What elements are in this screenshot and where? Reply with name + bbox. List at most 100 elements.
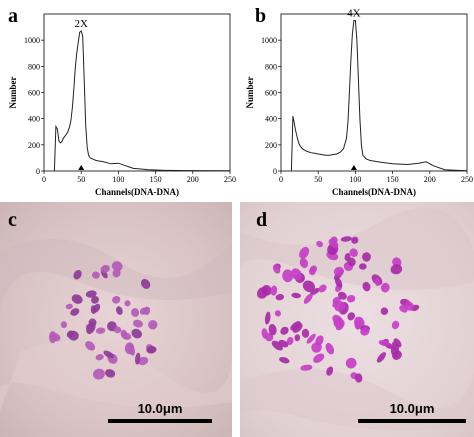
peak-marker-icon	[78, 165, 85, 170]
x-tick-label: 0	[42, 175, 46, 184]
x-tick-label: 200	[424, 175, 436, 184]
x-tick-label: 150	[387, 175, 399, 184]
scale-bar-label-c: 10.0μm	[137, 401, 183, 416]
x-tick-label: 250	[224, 175, 236, 184]
x-tick-label: 100	[112, 175, 124, 184]
chromosome-mark	[270, 285, 278, 296]
panel-label-c: c	[8, 209, 17, 231]
chromosome-mark	[131, 328, 143, 339]
y-tick-label: 400	[28, 115, 40, 124]
chromosome-mark	[90, 305, 97, 314]
panel-label-d: d	[256, 209, 268, 231]
chromosome-mark	[131, 308, 140, 317]
chromosome-mark	[326, 366, 334, 376]
chromosome-mark	[264, 311, 271, 325]
chromosome-mark	[282, 269, 294, 283]
chromosome-mark	[146, 345, 157, 354]
chromosome-mark	[137, 356, 149, 366]
chromosome-mark	[392, 341, 400, 352]
x-tick-label: 50	[77, 175, 85, 184]
chromosome-mark	[302, 280, 315, 293]
chromosome-mark	[294, 334, 301, 342]
y-tick-label: 0	[36, 167, 40, 176]
chromosome-mark	[95, 327, 106, 334]
chromosome-mark	[264, 333, 274, 342]
chromosome-mark	[292, 322, 303, 333]
x-tick-label: 200	[187, 175, 199, 184]
chromosome-mark	[334, 301, 346, 312]
chromosome-mark	[303, 293, 313, 304]
chromosome-mark	[65, 303, 73, 310]
x-tick-label: 250	[461, 175, 473, 184]
chromosome-mark	[124, 300, 131, 307]
chromosome-mark	[313, 353, 325, 363]
y-tick-label: 0	[273, 167, 277, 176]
panel-label-a: a	[8, 5, 18, 27]
chromosome-mark	[103, 350, 114, 359]
scale-bar-label-d: 10.0μm	[389, 401, 435, 416]
y-axis-label: Number	[245, 76, 255, 108]
x-tick-label: 100	[349, 175, 361, 184]
y-axis-label: Number	[8, 76, 18, 108]
chromosome-mark	[291, 292, 301, 299]
chromosome-mark	[91, 296, 99, 304]
peak-label: 2X	[74, 18, 88, 30]
histogram-line	[290, 20, 468, 172]
chromosome-mark	[92, 271, 100, 279]
chromosome-cluster-d	[256, 236, 420, 383]
chromosome-mark	[86, 321, 96, 335]
chromosome-mark	[121, 332, 132, 340]
y-tick-label: 1000	[24, 36, 40, 45]
chromosome-mark	[392, 350, 402, 361]
chromosome-mark	[71, 294, 83, 304]
chromosome-image-c: c 10.0μm	[0, 202, 232, 437]
x-tick-label: 50	[314, 175, 322, 184]
chromosome-mark	[332, 314, 344, 326]
chromosome-mark	[347, 312, 356, 321]
chromosome-mark	[337, 291, 347, 300]
x-tick-label: 0	[279, 175, 283, 184]
chromosome-mark	[112, 295, 121, 304]
chromosome-mark	[345, 357, 357, 369]
chromosome-mark	[300, 364, 313, 371]
chromosome-mark	[148, 320, 158, 330]
chromosome-mark	[333, 266, 345, 276]
chromosome-mark	[113, 326, 122, 334]
chromosome-mark	[70, 308, 80, 316]
chromosome-mark	[376, 352, 386, 363]
chromosome-mark	[60, 321, 68, 329]
chromosome-mark	[256, 287, 269, 299]
peak-label: 4X	[347, 8, 361, 20]
chromosome-mark	[392, 257, 402, 267]
chromosome-mark	[380, 307, 389, 315]
chromosome-mark	[393, 338, 402, 348]
y-tick-label: 800	[28, 62, 40, 71]
chromosome-mark	[85, 341, 96, 351]
y-tick-label: 600	[28, 89, 40, 98]
histogram-line	[53, 30, 231, 172]
chromosome-mark	[354, 319, 361, 330]
chromosome-spread-c	[0, 202, 232, 437]
chromosome-mark	[362, 281, 371, 292]
chromosome-mark	[330, 236, 338, 244]
chromosome-mark	[291, 268, 302, 280]
chromosome-mark	[116, 306, 123, 315]
x-tick-label: 150	[150, 175, 162, 184]
chromosome-mark	[354, 373, 363, 383]
chromosome-mark	[390, 264, 403, 275]
chromosome-mark	[360, 327, 370, 336]
scale-bar-d	[358, 419, 466, 423]
y-tick-label: 400	[265, 115, 277, 124]
chromosome-mark	[378, 340, 390, 347]
y-tick-label: 1000	[261, 36, 277, 45]
histogram-b: 0 50 100 150 200 250 0 200 400 600 800 1000 Channels…	[245, 8, 473, 197]
panel-label-b: b	[255, 5, 267, 27]
chromosome-mark	[349, 248, 358, 258]
plot-frame	[280, 13, 468, 172]
x-axis-label: Channels(DNA-DNA)	[332, 187, 416, 197]
chromosome-mark	[318, 284, 327, 293]
chromosome-mark	[301, 328, 310, 338]
y-tick-label: 600	[265, 89, 277, 98]
chromosome-mark	[315, 335, 324, 346]
chromosome-spread-d	[240, 202, 474, 437]
